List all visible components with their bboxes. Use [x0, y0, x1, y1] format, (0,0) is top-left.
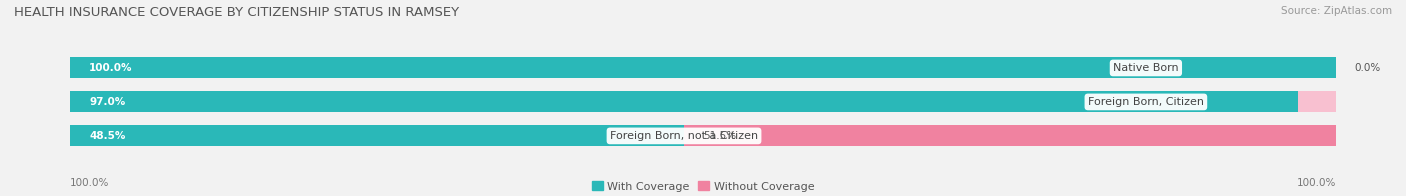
Text: HEALTH INSURANCE COVERAGE BY CITIZENSHIP STATUS IN RAMSEY: HEALTH INSURANCE COVERAGE BY CITIZENSHIP… [14, 6, 460, 19]
Bar [70, 91, 1336, 113]
Bar [70, 125, 685, 146]
Bar [685, 125, 1336, 146]
Bar [70, 57, 1336, 78]
Text: 0.0%: 0.0% [1355, 63, 1381, 73]
Text: 100.0%: 100.0% [70, 178, 110, 188]
Text: Foreign Born, not a Citizen: Foreign Born, not a Citizen [610, 131, 758, 141]
Text: 100.0%: 100.0% [1296, 178, 1336, 188]
Text: Source: ZipAtlas.com: Source: ZipAtlas.com [1281, 6, 1392, 16]
Text: 51.5%: 51.5% [703, 131, 737, 141]
Bar [1298, 91, 1336, 113]
Text: Native Born: Native Born [1114, 63, 1178, 73]
Bar [70, 91, 1298, 113]
Text: 100.0%: 100.0% [90, 63, 132, 73]
Text: 97.0%: 97.0% [90, 97, 125, 107]
Text: Foreign Born, Citizen: Foreign Born, Citizen [1088, 97, 1204, 107]
Legend: With Coverage, Without Coverage: With Coverage, Without Coverage [588, 177, 818, 196]
Bar [70, 125, 1336, 146]
Bar [70, 57, 1336, 78]
Text: 48.5%: 48.5% [90, 131, 125, 141]
